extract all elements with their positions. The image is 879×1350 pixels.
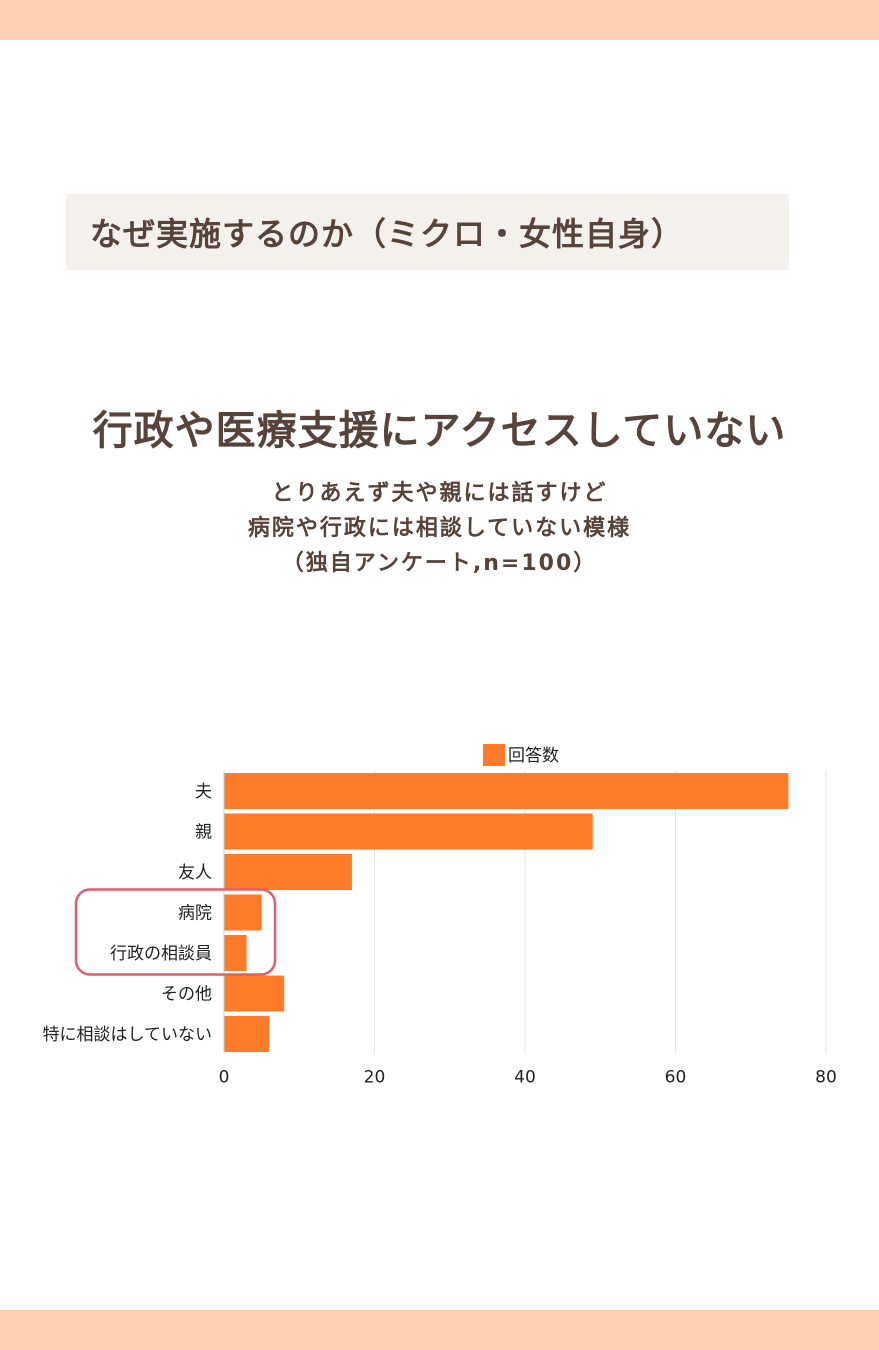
subtitle: とりあえず夫や親には話すけど 病院や行政には相談していない模様 （独自アンケート… [0, 476, 879, 581]
bar-4 [224, 935, 247, 971]
bar-0 [224, 773, 789, 809]
section-header: なぜ実施するのか（ミクロ・女性自身） [66, 194, 789, 270]
legend-swatch [483, 744, 505, 766]
category-label-4: 行政の相談員 [110, 944, 212, 964]
bar-3 [224, 894, 262, 931]
bar-6 [224, 1016, 270, 1052]
section-title: なぜ実施するのか（ミクロ・女性自身） [90, 215, 685, 253]
bar-5 [224, 975, 285, 1012]
category-label-0: 夫 [195, 782, 212, 802]
headline: 行政や医療支援にアクセスしていない [92, 408, 787, 454]
x-tick-label-20: 20 [364, 1068, 386, 1088]
category-label-3: 病院 [178, 904, 212, 924]
bottom-band [0, 1310, 879, 1350]
highlight-box [74, 888, 277, 976]
category-label-6: 特に相談はしていない [43, 1025, 213, 1045]
x-tick-label-40: 40 [514, 1068, 536, 1088]
subtitle-line-3: （独自アンケート,n=100） [281, 551, 598, 576]
top-band [0, 0, 879, 40]
x-tick-label-80: 80 [815, 1068, 837, 1088]
bar-1 [224, 813, 593, 850]
subtitle-line-1: とりあえず夫や親には話すけど [271, 481, 608, 506]
x-tick-label-60: 60 [665, 1068, 687, 1088]
category-label-2: 友人 [178, 863, 212, 883]
category-label-1: 親 [195, 823, 212, 843]
x-tick-label-0: 0 [219, 1068, 230, 1088]
legend-label: 回答数 [508, 746, 559, 766]
bar-2 [224, 854, 352, 890]
category-label-5: その他 [161, 985, 212, 1005]
subtitle-line-2: 病院や行政には相談していない模様 [247, 516, 632, 541]
